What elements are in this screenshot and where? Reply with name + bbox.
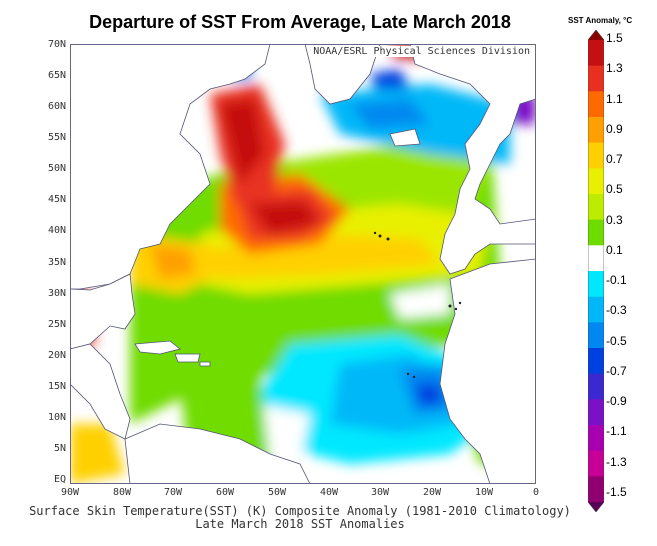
lon-tick-label: 20W — [422, 487, 442, 498]
lat-tick-label: 30N — [47, 288, 66, 299]
lon-tick-label: 60W — [215, 487, 235, 498]
colorbar-swatch — [588, 373, 604, 400]
colorbar-tick-label: -1.5 — [606, 485, 627, 499]
colorbar-bottom-arrow — [588, 502, 604, 512]
colorbar-tick-label: -1.1 — [606, 424, 627, 439]
colorbar-tick-label: -0.7 — [606, 363, 627, 378]
colorbar-tick-label: -1.3 — [606, 454, 627, 469]
lon-tick-label: 0 — [532, 487, 540, 498]
colorbar-tick-label: -0.5 — [606, 333, 627, 348]
lon-tick-label: 80W — [112, 487, 132, 498]
lat-tick-label: 40N — [47, 225, 66, 236]
lat-tick-label: 65N — [47, 70, 66, 81]
colorbar-swatch — [588, 296, 604, 323]
colorbar-tick-label: 1.5 — [606, 31, 623, 45]
lon-tick-label: 50W — [267, 487, 287, 498]
colorbar-top-arrow — [588, 30, 604, 40]
land-masses — [70, 44, 536, 484]
lat-tick-label: 10N — [47, 412, 66, 423]
colorbar-tick-label: -0.1 — [606, 273, 627, 288]
lon-tick-label: 90W — [60, 487, 80, 498]
colorbar-swatch — [588, 168, 604, 195]
map-title: Departure of SST From Average, Late Marc… — [89, 12, 511, 32]
colorbar-swatch — [588, 219, 604, 246]
colorbar-swatch — [588, 425, 604, 452]
lon-tick-label: 30W — [370, 487, 390, 498]
lat-tick-label: 45N — [47, 194, 66, 205]
map-canvas — [70, 44, 536, 484]
caption-line-2: Late March 2018 SST Anomalies — [195, 517, 405, 531]
colorbar — [588, 30, 604, 512]
map-frame — [70, 44, 536, 484]
colorbar-swatch — [588, 322, 604, 349]
sst-anomaly-map: NOAA/ESRL Physical Sciences Division — [70, 44, 536, 484]
lon-tick-label: 10W — [474, 487, 494, 498]
colorbar-title: SST Anomaly, °C — [568, 16, 633, 25]
colorbar-swatch — [588, 65, 604, 92]
colorbar-swatch — [588, 117, 604, 144]
credit-label: NOAA/ESRL Physical Sciences Division — [311, 46, 532, 57]
lat-tick-label: EQ — [53, 474, 66, 485]
colorbar-tick-label: -0.3 — [606, 303, 627, 318]
colorbar-swatch — [588, 399, 604, 426]
colorbar-swatch — [588, 91, 604, 118]
lat-tick-label: 50N — [47, 163, 66, 174]
lat-tick-label: 60N — [47, 101, 66, 112]
lat-tick-label: 55N — [47, 132, 66, 143]
colorbar-tick-label: 0.9 — [606, 121, 623, 136]
colorbar-swatch — [588, 450, 604, 477]
colorbar-swatch — [588, 476, 604, 503]
colorbar-swatch — [588, 142, 604, 169]
colorbar-tick-label: 0.5 — [606, 182, 623, 197]
colorbar-tick-label: 1.1 — [606, 91, 623, 106]
lat-tick-label: 5N — [53, 443, 66, 454]
colorbar-swatch — [588, 194, 604, 221]
lat-tick-label: 15N — [47, 381, 66, 392]
caption-line-1: Surface Skin Temperature(SST) (K) Compos… — [29, 504, 571, 518]
lat-tick-label: 35N — [47, 257, 66, 268]
colorbar-swatch — [588, 245, 604, 272]
lat-tick-label: 70N — [47, 39, 66, 50]
lat-tick-label: 25N — [47, 319, 66, 330]
colorbar-tick-label: -0.9 — [606, 394, 627, 409]
colorbar-tick-label: 0.7 — [606, 152, 623, 167]
lon-tick-label: 40W — [319, 487, 339, 498]
lat-tick-label: 20N — [47, 350, 66, 361]
colorbar-tick-label: 1.3 — [606, 61, 623, 76]
colorbar-swatch — [588, 271, 604, 298]
colorbar-tick-label: 0.3 — [606, 212, 623, 227]
colorbar-swatch — [588, 40, 604, 67]
colorbar-tick-label: 0.1 — [606, 242, 623, 257]
colorbar-swatch — [588, 348, 604, 375]
lon-tick-label: 70W — [163, 487, 183, 498]
island-markers — [373, 231, 462, 379]
